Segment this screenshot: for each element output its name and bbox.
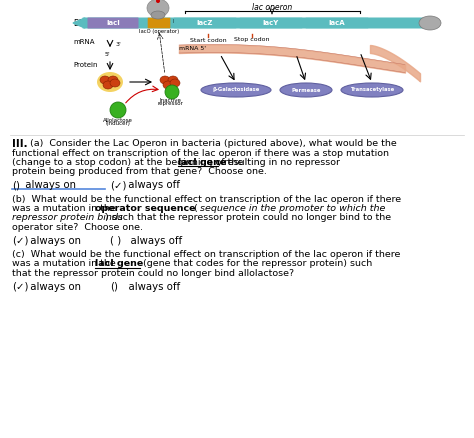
Ellipse shape bbox=[151, 11, 165, 19]
Ellipse shape bbox=[280, 83, 332, 97]
Text: ) such that the repressor protein could no longer bind to the: ) such that the repressor protein could … bbox=[105, 213, 391, 223]
Ellipse shape bbox=[419, 16, 441, 30]
Ellipse shape bbox=[160, 76, 170, 84]
Text: Start codon: Start codon bbox=[190, 38, 226, 42]
Text: that the repressor protein could no longer bind allolactose?: that the repressor protein could no long… bbox=[12, 269, 294, 278]
Text: always off: always off bbox=[124, 236, 182, 246]
Text: always off: always off bbox=[122, 282, 180, 292]
Text: Inactive: Inactive bbox=[159, 98, 181, 102]
Text: lacA: lacA bbox=[328, 20, 346, 26]
Text: 5': 5' bbox=[105, 53, 111, 57]
Ellipse shape bbox=[100, 76, 110, 84]
Text: (inducer): (inducer) bbox=[106, 121, 130, 127]
Ellipse shape bbox=[163, 81, 173, 89]
Text: III.: III. bbox=[12, 139, 27, 149]
Text: always on: always on bbox=[27, 282, 81, 292]
Circle shape bbox=[165, 85, 179, 99]
Text: operator sequence: operator sequence bbox=[95, 204, 195, 213]
Text: sequence in the promoter to which the: sequence in the promoter to which the bbox=[200, 204, 385, 213]
Text: (✓): (✓) bbox=[110, 180, 127, 190]
Text: RNA polymerase: RNA polymerase bbox=[173, 20, 219, 25]
Text: operator site?  Choose one.: operator site? Choose one. bbox=[12, 223, 143, 232]
Text: , resulting in no repressor: , resulting in no repressor bbox=[218, 158, 340, 167]
Text: (✓): (✓) bbox=[12, 236, 28, 246]
FancyBboxPatch shape bbox=[82, 18, 423, 28]
Ellipse shape bbox=[103, 81, 113, 89]
Text: (): () bbox=[110, 282, 118, 292]
Text: Permease: Permease bbox=[291, 88, 321, 92]
Text: DNA: DNA bbox=[73, 20, 90, 28]
Text: 3': 3' bbox=[116, 42, 122, 47]
FancyBboxPatch shape bbox=[148, 18, 170, 28]
Ellipse shape bbox=[341, 83, 403, 97]
Text: was a mutation in the: was a mutation in the bbox=[12, 204, 119, 213]
Text: always on: always on bbox=[27, 236, 81, 246]
FancyBboxPatch shape bbox=[240, 18, 302, 28]
Text: protein being produced from that gene?  Choose one.: protein being produced from that gene? C… bbox=[12, 167, 267, 177]
Text: always off: always off bbox=[125, 180, 180, 190]
Ellipse shape bbox=[97, 72, 123, 92]
Text: was a mutation in the: was a mutation in the bbox=[12, 259, 119, 268]
Circle shape bbox=[156, 0, 160, 3]
Text: lacI gene: lacI gene bbox=[178, 158, 226, 167]
Text: (b)  What would be the functional effect on transcription of the lac operon if t: (b) What would be the functional effect … bbox=[12, 194, 401, 204]
Ellipse shape bbox=[108, 76, 118, 84]
Text: β-Galactosidase: β-Galactosidase bbox=[212, 88, 260, 92]
FancyBboxPatch shape bbox=[173, 18, 237, 28]
Text: (): () bbox=[12, 180, 20, 190]
Text: Protein: Protein bbox=[73, 62, 98, 68]
Text: ( ): ( ) bbox=[110, 236, 121, 246]
Ellipse shape bbox=[168, 76, 178, 84]
FancyBboxPatch shape bbox=[306, 18, 368, 28]
Text: functional effect on transcription of the lac operon if there was a stop mutatio: functional effect on transcription of th… bbox=[12, 148, 389, 158]
Text: always on: always on bbox=[22, 180, 76, 190]
Ellipse shape bbox=[147, 0, 169, 17]
Text: (a)  Consider the Lac Operon in bacteria (pictured above), what would be the: (a) Consider the Lac Operon in bacteria … bbox=[30, 139, 397, 148]
Text: lacI: lacI bbox=[106, 20, 120, 26]
Text: (change to a stop codon) at the beginning of the: (change to a stop codon) at the beginnin… bbox=[12, 158, 246, 167]
Text: repressor protein binds: repressor protein binds bbox=[12, 213, 123, 223]
Text: lacI gene: lacI gene bbox=[95, 259, 143, 268]
Text: lacZ: lacZ bbox=[197, 20, 213, 26]
Ellipse shape bbox=[201, 83, 271, 97]
FancyBboxPatch shape bbox=[88, 18, 138, 28]
Text: (: ( bbox=[191, 204, 198, 213]
Text: Transacetylase: Transacetylase bbox=[350, 88, 394, 92]
Text: (c)  What would be the functional effect on transcription of the lac operon if t: (c) What would be the functional effect … bbox=[12, 250, 401, 259]
Text: lacY: lacY bbox=[263, 20, 279, 26]
Circle shape bbox=[110, 102, 126, 118]
Text: mRNA: mRNA bbox=[73, 39, 94, 45]
Text: (✓): (✓) bbox=[12, 282, 28, 292]
Text: lac operon: lac operon bbox=[252, 4, 292, 13]
Text: lacO (operator): lacO (operator) bbox=[139, 29, 179, 35]
Polygon shape bbox=[73, 18, 85, 28]
Text: mRNA 5': mRNA 5' bbox=[179, 46, 206, 52]
Ellipse shape bbox=[170, 79, 180, 87]
Ellipse shape bbox=[110, 79, 120, 87]
Text: repressor: repressor bbox=[157, 102, 183, 106]
Text: Allolactose: Allolactose bbox=[103, 117, 133, 123]
Text: (gene that codes for the repressor protein) such: (gene that codes for the repressor prote… bbox=[140, 259, 372, 268]
Text: Stop codon: Stop codon bbox=[234, 38, 270, 42]
